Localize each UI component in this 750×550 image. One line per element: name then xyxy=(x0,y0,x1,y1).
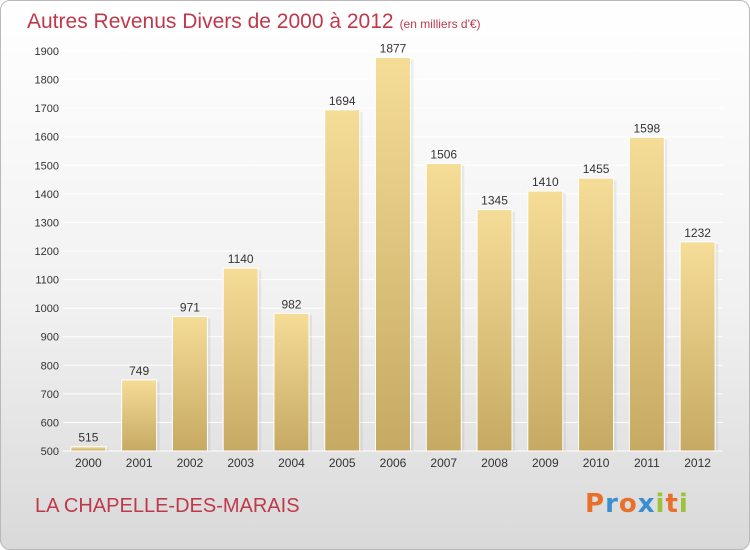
y-tick-label: 1700 xyxy=(35,103,59,115)
bar-2002 xyxy=(171,315,208,452)
y-tick-label: 1900 xyxy=(35,46,59,58)
y-tick-label: 1100 xyxy=(35,275,59,287)
x-tick-label: 2000 xyxy=(75,456,102,470)
bar-2011 xyxy=(628,136,665,452)
logo-letter: r xyxy=(605,489,619,519)
logo-letter: i xyxy=(678,489,689,519)
x-tick-label: 2004 xyxy=(278,456,305,470)
bar-2005 xyxy=(324,109,361,452)
data-label: 1140 xyxy=(228,252,254,266)
y-tick-label: 900 xyxy=(41,332,59,344)
y-tick-label: 1300 xyxy=(35,217,59,229)
x-tick-label: 2010 xyxy=(583,456,610,470)
y-tick-label: 1600 xyxy=(35,132,59,144)
y-tick-label: 500 xyxy=(41,446,59,458)
x-axis-tick-labels: 2000 2001 2002 2003 2004 2005 2006 2007 2008 2009… xyxy=(75,456,711,470)
y-axis-tick-labels: 500 600 700 800 900 1000 1100 1200 1300 1400 1500 1… xyxy=(35,46,59,458)
x-tick-label: 2002 xyxy=(177,456,204,470)
y-tick-label: 1400 xyxy=(35,189,59,201)
data-label: 1877 xyxy=(380,42,407,56)
bar-2004 xyxy=(273,312,310,452)
data-label: 971 xyxy=(180,300,200,314)
y-tick-label: 1000 xyxy=(35,303,59,315)
x-tick-label: 2003 xyxy=(227,456,254,470)
bar-2008 xyxy=(476,209,513,452)
x-tick-label: 2011 xyxy=(634,456,660,470)
y-tick-label: 1800 xyxy=(35,75,59,87)
logo-letter: i xyxy=(655,489,666,519)
x-tick-label: 2012 xyxy=(684,456,711,470)
y-tick-label: 700 xyxy=(41,389,59,401)
logo-letter: x xyxy=(637,489,656,519)
y-tick-label: 1500 xyxy=(35,160,59,172)
data-label: 982 xyxy=(281,297,301,311)
chart-title: Autres Revenus Divers de 2000 à 2012 (en … xyxy=(27,10,481,34)
y-tick-label: 600 xyxy=(41,417,59,429)
data-label: 1506 xyxy=(430,148,457,162)
data-label: 1694 xyxy=(329,94,356,108)
data-label: 1232 xyxy=(684,226,711,240)
bar-2007 xyxy=(425,163,462,452)
x-tick-label: 2001 xyxy=(126,456,153,470)
logo-letter: o xyxy=(618,489,638,519)
logo-letter: t xyxy=(665,489,679,519)
x-tick-label: 2007 xyxy=(430,456,457,470)
bar-2006 xyxy=(375,57,411,452)
chart-subtitle: (en milliers d'€) xyxy=(399,17,481,31)
data-label: 1345 xyxy=(481,194,508,208)
data-label: 749 xyxy=(129,364,149,378)
bar-2000 xyxy=(70,446,107,452)
x-tick-label: 2005 xyxy=(329,456,356,470)
x-tick-label: 2006 xyxy=(380,456,407,470)
commune-name: LA CHAPELLE-DES-MARAIS xyxy=(35,495,300,517)
bar-2012 xyxy=(679,241,716,452)
bars xyxy=(70,57,719,452)
proxiti-logo: Proxiti xyxy=(585,489,689,519)
bar-2001 xyxy=(121,379,158,452)
y-tick-label: 1200 xyxy=(35,246,59,258)
data-label: 1455 xyxy=(583,162,610,176)
x-tick-label: 2008 xyxy=(481,456,508,470)
bar-2003 xyxy=(222,267,259,452)
y-tick-label: 800 xyxy=(41,360,59,372)
x-tick-label: 2009 xyxy=(532,456,559,470)
logo-letter: P xyxy=(585,489,606,519)
bar-2009 xyxy=(527,190,564,452)
data-label: 1598 xyxy=(633,121,660,135)
data-label: 515 xyxy=(78,431,98,445)
bar-2010 xyxy=(578,177,615,452)
chart-title-text: Autres Revenus Divers de 2000 à 2012 xyxy=(27,10,394,33)
data-label: 1410 xyxy=(532,175,559,189)
data-labels: 515 749 971 1140 982 1694 1877 1506 1345 1410 1455… xyxy=(78,42,711,445)
